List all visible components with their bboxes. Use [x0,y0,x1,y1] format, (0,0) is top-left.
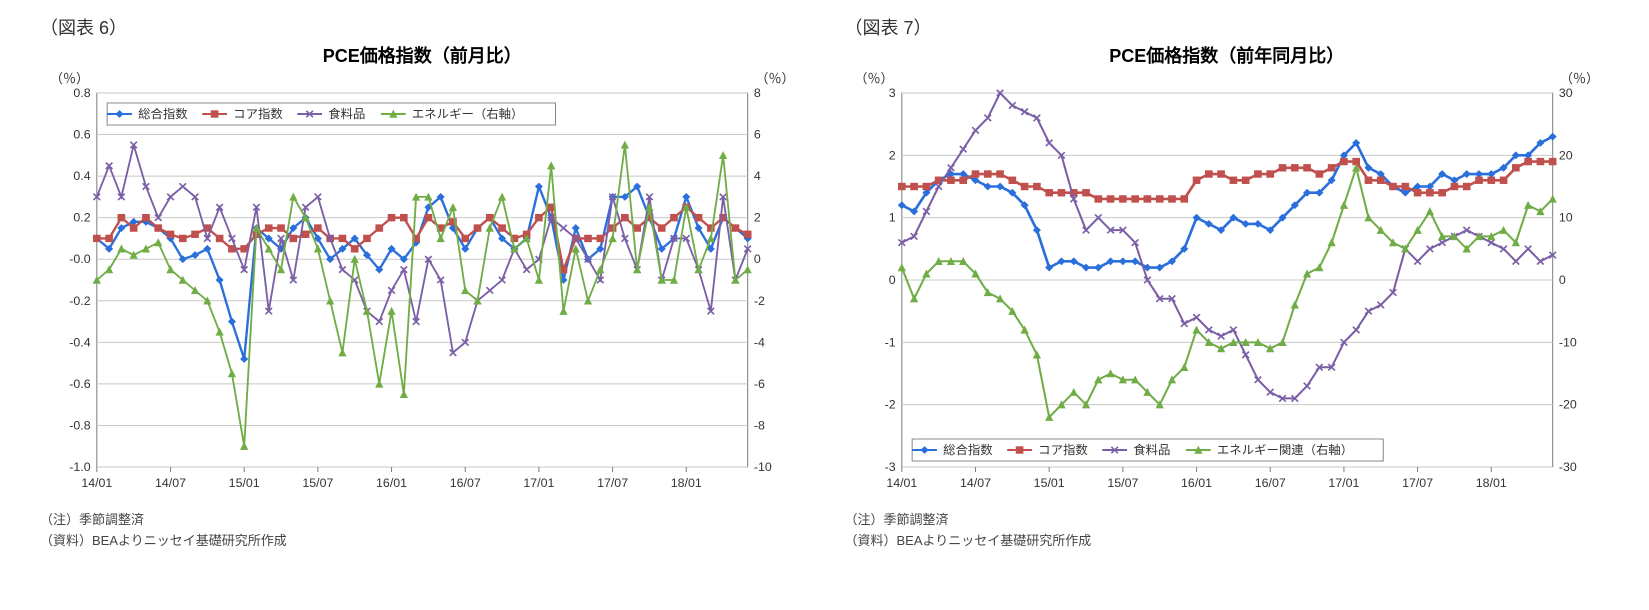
chart6-units: （％） （％） [40,68,805,87]
svg-text:-10: -10 [754,460,772,474]
svg-text:総合指数: 総合指数 [943,442,993,457]
svg-text:0.8: 0.8 [73,87,90,100]
svg-text:1: 1 [888,211,895,225]
svg-text:総合指数: 総合指数 [138,106,188,121]
chart6-note2: （資料）BEAよりニッセイ基礎研究所作成 [40,530,805,549]
svg-text:-1.0: -1.0 [69,460,91,474]
svg-text:-0.6: -0.6 [69,377,91,391]
svg-text:3: 3 [888,87,895,100]
svg-text:-30: -30 [1558,460,1576,474]
fig-label-7: （図表 7） [845,14,1610,40]
svg-text:-1: -1 [884,336,895,350]
svg-text:17/01: 17/01 [1328,476,1359,490]
chart6-title: PCE価格指数（前月比） [40,42,805,68]
svg-text:16/07: 16/07 [450,476,481,490]
svg-text:14/01: 14/01 [81,476,112,490]
svg-text:18/01: 18/01 [1475,476,1506,490]
svg-text:4: 4 [754,169,761,183]
svg-text:10: 10 [1558,211,1572,225]
svg-text:2: 2 [888,149,895,163]
svg-text:17/07: 17/07 [1402,476,1433,490]
svg-text:-4: -4 [754,336,765,350]
chart6-plot: -1.0 -0.8 -0.6 -0.4 -0.2 -0.0 0.2 0.4 0.6 0.8 -10 -… [40,87,805,507]
chart6-note1: （注）季節調整済 [40,509,805,528]
svg-text:14/01: 14/01 [886,476,917,490]
svg-text:0: 0 [754,252,761,266]
chart7-left-unit: （％） [855,68,894,87]
svg-text:-0.2: -0.2 [69,294,91,308]
svg-text:0: 0 [888,273,895,287]
svg-text:14/07: 14/07 [155,476,186,490]
chart6-left-unit: （％） [50,68,89,87]
svg-text:-6: -6 [754,377,765,391]
svg-text:17/01: 17/01 [523,476,554,490]
svg-text:15/01: 15/01 [1033,476,1064,490]
chart6-panel: （図表 6） PCE価格指数（前月比） （％） （％） -1.0 -0.8 -0.6… [40,10,805,549]
svg-text:-0.0: -0.0 [69,252,91,266]
svg-text:-0.8: -0.8 [69,419,91,433]
svg-text:16/01: 16/01 [1181,476,1212,490]
svg-text:0.2: 0.2 [73,211,90,225]
chart6-right-unit: （％） [755,68,794,87]
svg-text:食料品: 食料品 [328,106,365,121]
svg-text:0.6: 0.6 [73,128,90,142]
svg-text:-10: -10 [1558,336,1576,350]
chart7-plot: -3-2-10123-30-20-10010203014/0114/0715/0… [845,87,1610,507]
svg-text:コア指数: コア指数 [1038,442,1088,457]
svg-text:20: 20 [1558,149,1572,163]
svg-text:エネルギー関連（右軸）: エネルギー関連（右軸） [1216,442,1352,457]
svg-text:8: 8 [754,87,761,100]
svg-text:0: 0 [1558,273,1565,287]
svg-text:30: 30 [1558,87,1572,100]
svg-text:18/01: 18/01 [671,476,702,490]
svg-text:-2: -2 [884,398,895,412]
svg-text:-20: -20 [1558,398,1576,412]
svg-text:15/07: 15/07 [302,476,333,490]
svg-text:コア指数: コア指数 [233,106,283,121]
svg-text:15/01: 15/01 [229,476,260,490]
chart7-title: PCE価格指数（前年同月比） [845,42,1610,68]
svg-text:-8: -8 [754,419,765,433]
svg-text:6: 6 [754,128,761,142]
chart7-units: （％） （％） [845,68,1610,87]
chart7-right-unit: （％） [1560,68,1599,87]
fig-label-6: （図表 6） [40,14,805,40]
svg-text:15/07: 15/07 [1107,476,1138,490]
svg-text:-2: -2 [754,294,765,308]
svg-text:16/07: 16/07 [1254,476,1285,490]
svg-text:16/01: 16/01 [376,476,407,490]
svg-text:-0.4: -0.4 [69,336,91,350]
svg-text:エネルギー（右軸）: エネルギー（右軸） [412,106,523,121]
svg-text:14/07: 14/07 [960,476,991,490]
chart7-panel: （図表 7） PCE価格指数（前年同月比） （％） （％） -3-2-10123… [845,10,1610,549]
chart7-note1: （注）季節調整済 [845,509,1610,528]
svg-text:-3: -3 [884,460,895,474]
svg-text:食料品: 食料品 [1133,442,1170,457]
svg-text:2: 2 [754,211,761,225]
svg-text:17/07: 17/07 [597,476,628,490]
svg-text:0.4: 0.4 [73,169,90,183]
chart7-note2: （資料）BEAよりニッセイ基礎研究所作成 [845,530,1610,549]
